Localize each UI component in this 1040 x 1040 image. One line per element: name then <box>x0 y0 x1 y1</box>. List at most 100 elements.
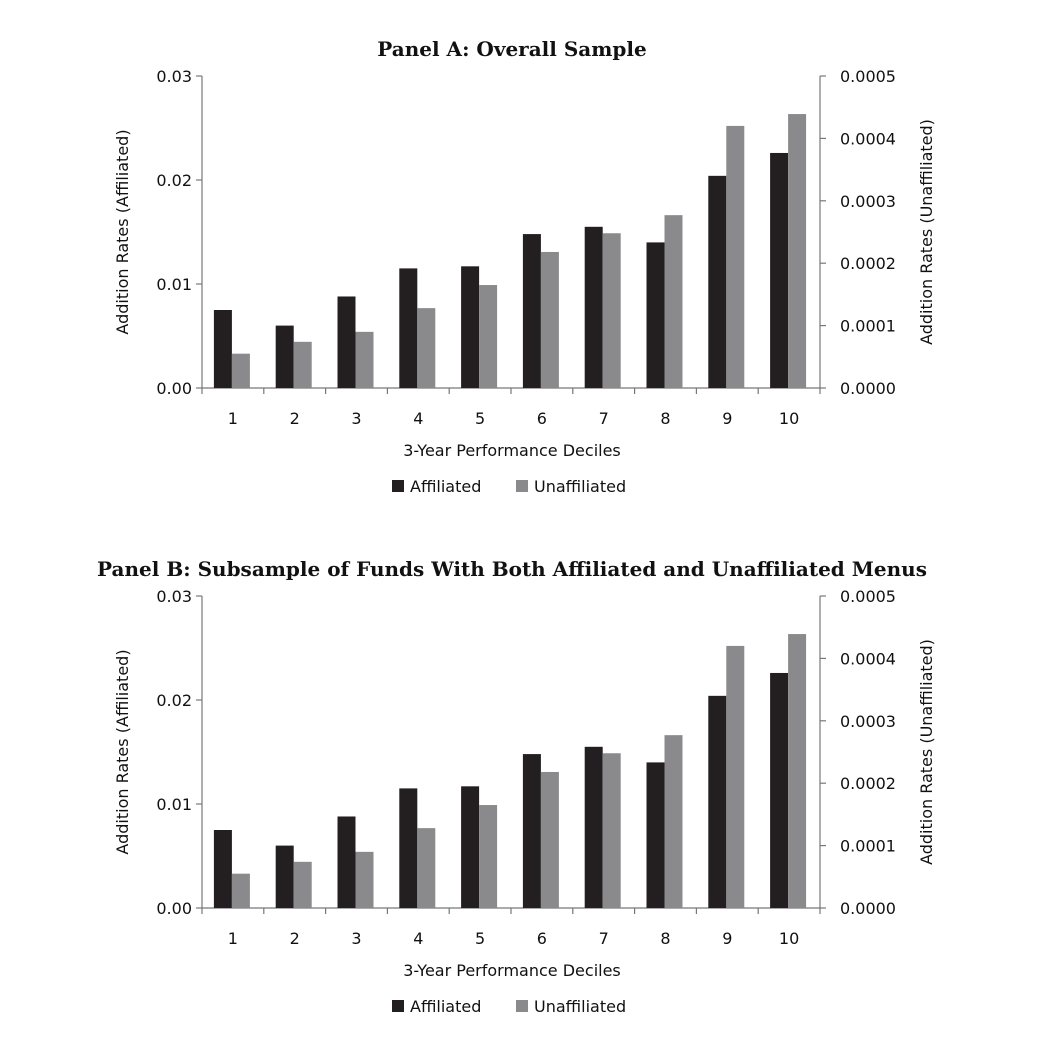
panel-a-bar-affiliated-7 <box>584 226 603 388</box>
panel-b-x-tick-label: 3 <box>351 929 361 948</box>
panel-a-legend-swatch-affiliated <box>392 480 404 492</box>
panel-a-bar-unaffiliated-3 <box>355 331 374 388</box>
panel-b-bar-unaffiliated-10 <box>788 634 807 908</box>
panel-a-bar-unaffiliated-10 <box>788 114 807 389</box>
panel-a-x-tick-label: 2 <box>290 409 300 428</box>
panel-b-legend-swatch-affiliated <box>392 1000 404 1012</box>
panel-a-x-tick-label: 10 <box>779 409 799 428</box>
panel-b-right-axis-label: Addition Rates (Unaffiliated) <box>917 639 936 865</box>
panel-a-x-tick-label: 9 <box>722 409 732 428</box>
panel-a-title: Panel A: Overall Sample <box>377 37 646 61</box>
panel-b-bar-unaffiliated-3 <box>355 851 374 908</box>
panel-a-x-tick-label: 4 <box>413 409 423 428</box>
panel-b-bar-unaffiliated-7 <box>602 753 621 908</box>
panel-b-bar-unaffiliated-4 <box>417 828 436 908</box>
panel-b-bar-unaffiliated-9 <box>726 645 745 908</box>
panel-b-right-tick-label: 0.0004 <box>840 649 896 668</box>
panel-a-bar-affiliated-9 <box>708 175 727 388</box>
panel-a-x-axis-label: 3-Year Performance Deciles <box>403 441 621 460</box>
panel-b-x-tick-label: 9 <box>722 929 732 948</box>
panel-b-legend-label-unaffiliated: Unaffiliated <box>534 997 626 1016</box>
panel-a-right-tick-label: 0.0001 <box>840 317 896 336</box>
panel-a-x-tick-label: 5 <box>475 409 485 428</box>
panel-a-bar-affiliated-3 <box>337 296 356 388</box>
panel-b-bar-affiliated-1 <box>213 830 232 908</box>
panel-a-bar-affiliated-6 <box>522 234 541 388</box>
panel-a-right-tick-label: 0.0005 <box>840 67 896 86</box>
panel-a-x-tick-label: 8 <box>660 409 670 428</box>
panel-a-bar-unaffiliated-1 <box>231 353 250 388</box>
panel-b-left-axis-label: Addition Rates (Affiliated) <box>113 649 132 854</box>
panel-b-bar-affiliated-7 <box>584 746 603 908</box>
panel-a-left-axis-label: Addition Rates (Affiliated) <box>113 129 132 334</box>
panel-a-bar-affiliated-1 <box>213 310 232 388</box>
panel-b-bar-affiliated-2 <box>275 845 294 908</box>
panel-b-bar-affiliated-3 <box>337 816 356 908</box>
panel-b-left-tick-label: 0.03 <box>156 587 192 606</box>
panel-a-bar-unaffiliated-8 <box>664 215 683 388</box>
panel-b-left-tick-label: 0.02 <box>156 691 192 710</box>
panel-b-bar-unaffiliated-1 <box>231 873 250 908</box>
panel-b-x-axis-label: 3-Year Performance Deciles <box>403 961 621 980</box>
panel-b-x-tick-label: 1 <box>228 929 238 948</box>
panel-b-right-tick-label: 0.0003 <box>840 712 896 731</box>
panel-a-bar-unaffiliated-2 <box>293 341 312 388</box>
panel-b-right-tick-label: 0.0000 <box>840 899 896 918</box>
panel-b-x-tick-label: 7 <box>599 929 609 948</box>
panel-b-chart: Panel B: Subsample of Funds With Both Af… <box>97 557 936 1016</box>
panel-a: Panel A: Overall Sample 0.00 0.01 0.02 0.03 0… <box>113 37 936 496</box>
panel-a-bar-unaffiliated-5 <box>479 285 498 388</box>
panel-b-right-tick-label: 0.0002 <box>840 774 896 793</box>
panel-a-right-tick-label: 0.0004 <box>840 129 896 148</box>
panel-b-bar-affiliated-9 <box>708 695 727 908</box>
panel-b-right-tick-label: 0.0001 <box>840 837 896 856</box>
panel-a-x-tick-label: 1 <box>228 409 238 428</box>
panel-a-bar-affiliated-10 <box>770 152 789 388</box>
panel-a-left-tick-label: 0.00 <box>156 379 192 398</box>
panel-a-right-tick-label: 0.0000 <box>840 379 896 398</box>
panel-a-x-tick-label: 3 <box>351 409 361 428</box>
panel-a-bar-unaffiliated-4 <box>417 308 436 388</box>
panel-b-legend: Affiliated Unaffiliated <box>392 997 626 1016</box>
panel-b-x-tick-label: 5 <box>475 929 485 948</box>
panel-b-bar-affiliated-6 <box>522 754 541 908</box>
panel-a-bar-affiliated-4 <box>399 268 418 388</box>
panel-a-left-tick-label: 0.03 <box>156 67 192 86</box>
panel-b-bar-unaffiliated-5 <box>479 805 498 908</box>
panel-a-legend: Affiliated Unaffiliated <box>392 477 626 496</box>
panel-b-x-tick-label: 4 <box>413 929 423 948</box>
panel-a-bar-affiliated-2 <box>275 325 294 388</box>
panel-a-right-tick-label: 0.0002 <box>840 254 896 273</box>
panel-b-bar-unaffiliated-2 <box>293 861 312 908</box>
panel-a-legend-label-affiliated: Affiliated <box>410 477 481 496</box>
panel-b-bar-affiliated-5 <box>461 786 480 908</box>
panel-a-left-tick-label: 0.02 <box>156 171 192 190</box>
panel-b-left-tick-label: 0.01 <box>156 795 192 814</box>
panel-a-chart: Panel A: Overall Sample 0.00 0.01 0.02 0.03 0… <box>113 37 936 496</box>
panel-a-bar-unaffiliated-6 <box>540 251 559 388</box>
panel-b-x-tick-label: 10 <box>779 929 799 948</box>
panel-a-right-tick-label: 0.0003 <box>840 192 896 211</box>
panel-a-x-tick-label: 7 <box>599 409 609 428</box>
panel-b: Panel B: Subsample of Funds With Both Af… <box>0 520 1040 1040</box>
panel-b-right-tick-label: 0.0005 <box>840 587 896 606</box>
panel-b-bar-affiliated-8 <box>646 762 665 908</box>
panel-b-bar-affiliated-10 <box>770 672 789 908</box>
panel-a-legend-label-unaffiliated: Unaffiliated <box>534 477 626 496</box>
panel-b-bar-unaffiliated-6 <box>540 771 559 908</box>
panel-a-right-axis-label: Addition Rates (Unaffiliated) <box>917 119 936 345</box>
panel-b-left-tick-label: 0.00 <box>156 899 192 918</box>
panel-a-x-tick-label: 6 <box>537 409 547 428</box>
panel-a-legend-swatch-unaffiliated <box>516 480 528 492</box>
panel-a-bar-unaffiliated-7 <box>602 233 621 388</box>
panel-b-bar-affiliated-4 <box>399 788 418 908</box>
panel-a-left-tick-label: 0.01 <box>156 275 192 294</box>
panel-a-bar-unaffiliated-9 <box>726 125 745 389</box>
panel-b-legend-label-affiliated: Affiliated <box>410 997 481 1016</box>
panel-b-x-tick-label: 2 <box>290 929 300 948</box>
panel-b-x-tick-label: 8 <box>660 929 670 948</box>
panel-b-bar-unaffiliated-8 <box>664 735 683 908</box>
panel-b-legend-swatch-unaffiliated <box>516 1000 528 1012</box>
panel-a-bar-affiliated-5 <box>461 266 480 388</box>
panel-b-x-tick-label: 6 <box>537 929 547 948</box>
